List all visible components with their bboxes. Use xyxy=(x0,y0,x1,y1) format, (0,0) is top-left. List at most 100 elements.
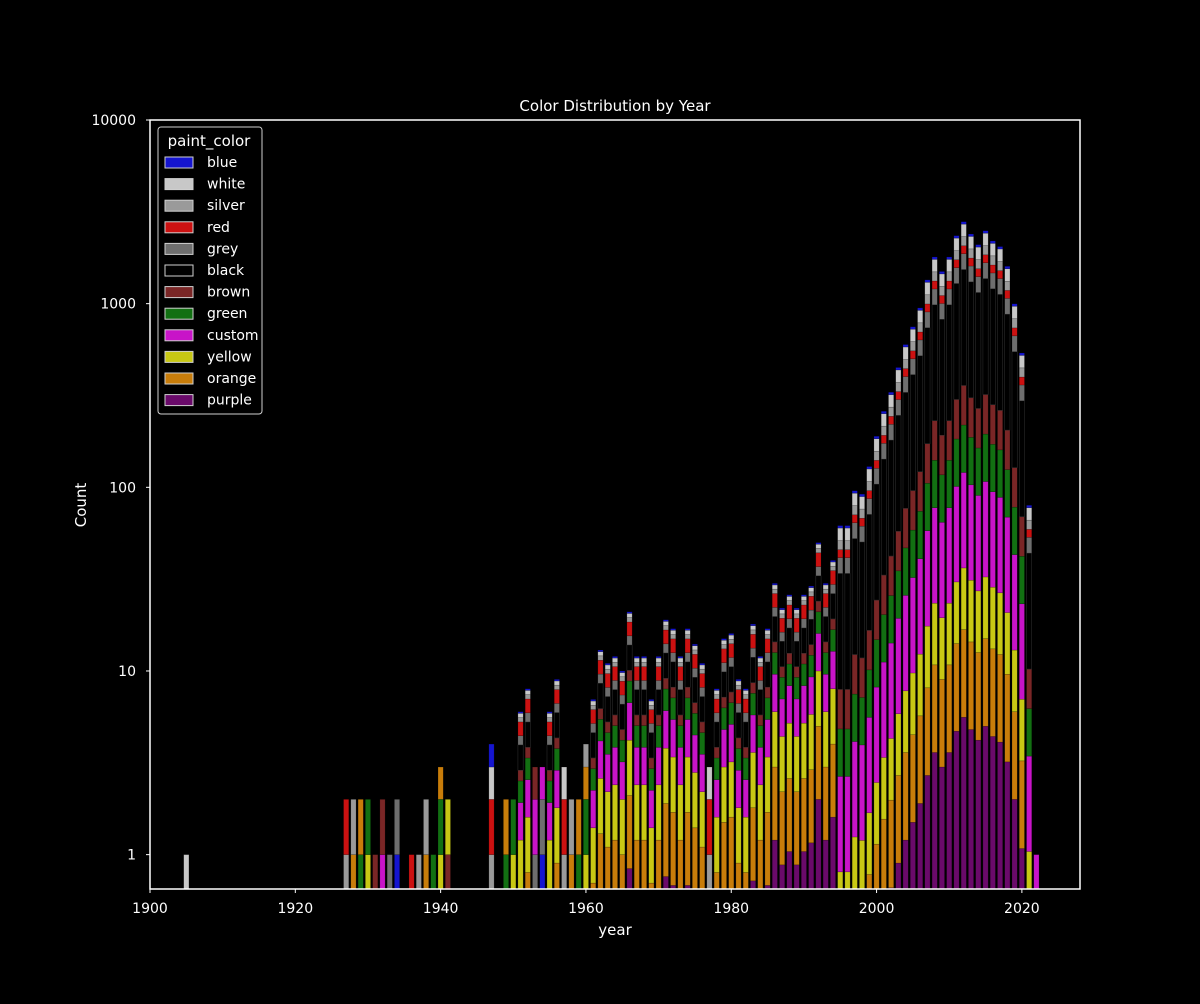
bar-segment xyxy=(779,640,785,667)
bar-segment xyxy=(910,326,916,330)
bar-segment xyxy=(742,688,749,691)
bar-segment xyxy=(924,327,931,444)
bar-segment xyxy=(735,684,742,690)
bar-segment xyxy=(350,799,357,855)
bar-segment xyxy=(524,698,531,714)
bar-segment xyxy=(626,795,633,869)
bar-segment xyxy=(590,790,597,829)
bar-segment xyxy=(517,711,524,714)
bar-segment xyxy=(888,799,894,889)
bar-segment xyxy=(692,643,698,647)
bar-segment xyxy=(764,661,771,688)
bar-segment xyxy=(1004,612,1011,675)
bar-segment xyxy=(583,766,589,800)
bar-segment xyxy=(554,737,560,749)
bar-segment xyxy=(910,734,916,823)
bar-segment xyxy=(684,719,691,758)
bar-segment xyxy=(713,747,720,759)
legend-label: blue xyxy=(207,155,237,171)
bar-segment xyxy=(662,876,669,890)
bar-segment xyxy=(699,696,706,723)
bar-segment xyxy=(670,630,676,635)
bar-segment xyxy=(437,799,444,855)
bar-segment xyxy=(633,839,640,890)
bar-segment xyxy=(684,756,691,813)
bar-segment xyxy=(779,607,785,610)
bar-segment xyxy=(786,722,793,779)
bar-segment xyxy=(939,319,945,436)
bar-segment xyxy=(953,730,960,890)
bar-segment xyxy=(844,527,851,541)
bar-segment xyxy=(1019,848,1025,890)
bar-segment xyxy=(713,698,720,714)
bar-segment xyxy=(989,243,996,257)
bar-segment xyxy=(815,542,822,545)
bar-segment xyxy=(931,288,938,306)
bar-segment xyxy=(859,517,865,527)
bar-segment xyxy=(728,761,735,818)
bar-segment xyxy=(779,736,785,793)
bar-segment xyxy=(953,643,960,732)
bar-segment xyxy=(931,280,938,290)
bar-segment xyxy=(713,690,720,695)
bar-segment xyxy=(721,644,727,650)
bar-segment xyxy=(604,668,611,674)
bar-segment xyxy=(917,339,924,356)
bar-segment xyxy=(822,607,829,617)
bar-segment xyxy=(997,261,1003,271)
bar-segment xyxy=(851,522,858,539)
bar-segment xyxy=(895,862,902,890)
bar-segment xyxy=(837,776,844,873)
bar-segment xyxy=(583,854,589,890)
bar-segment xyxy=(713,694,720,700)
bar-segment xyxy=(902,690,909,753)
bar-segment xyxy=(612,784,618,841)
bar-segment xyxy=(604,664,611,670)
bar-segment xyxy=(692,734,698,773)
y-tick-label: 1 xyxy=(127,848,136,864)
bar-segment xyxy=(1026,529,1033,538)
bar-segment xyxy=(1019,698,1025,762)
bar-segment xyxy=(953,237,960,251)
bar-segment xyxy=(655,657,662,663)
bar-segment xyxy=(503,854,509,890)
bar-segment xyxy=(728,657,735,667)
bar-segment xyxy=(844,573,851,690)
bar-segment xyxy=(357,854,364,890)
bar-segment xyxy=(786,685,793,724)
bar-segment xyxy=(771,839,778,890)
bar-segment xyxy=(546,711,553,714)
legend-label: black xyxy=(207,263,245,279)
bar-segment xyxy=(735,862,742,890)
bar-segment xyxy=(662,747,669,804)
bar-segment xyxy=(779,666,785,678)
bar-segment xyxy=(539,766,546,800)
bar-segment xyxy=(713,816,720,873)
bar-segment xyxy=(742,747,749,759)
bar-segment xyxy=(968,397,974,438)
bar-segment xyxy=(604,721,611,733)
bar-segment xyxy=(989,240,996,244)
bar-segment xyxy=(1019,603,1025,700)
bar-segment xyxy=(386,854,393,890)
bar-segment xyxy=(910,529,916,578)
bar-segment xyxy=(1011,649,1018,712)
bar-segment xyxy=(975,246,982,260)
bar-segment xyxy=(757,784,764,841)
bar-segment xyxy=(648,723,655,733)
bar-segment xyxy=(975,276,982,293)
bar-segment xyxy=(633,725,640,748)
bar-segment xyxy=(968,437,974,486)
bar-segment xyxy=(524,694,531,700)
legend-swatch xyxy=(164,329,194,342)
bar-segment xyxy=(873,450,880,461)
chart-title: Color Distribution by Year xyxy=(519,97,711,115)
bar-segment xyxy=(590,704,597,710)
bar-segment xyxy=(946,460,953,509)
bar-segment xyxy=(910,358,916,375)
bar-segment xyxy=(873,782,880,845)
bar-segment xyxy=(561,766,568,800)
bar-segment xyxy=(822,641,829,653)
bar-segment xyxy=(808,591,815,597)
bar-segment xyxy=(997,278,1003,295)
